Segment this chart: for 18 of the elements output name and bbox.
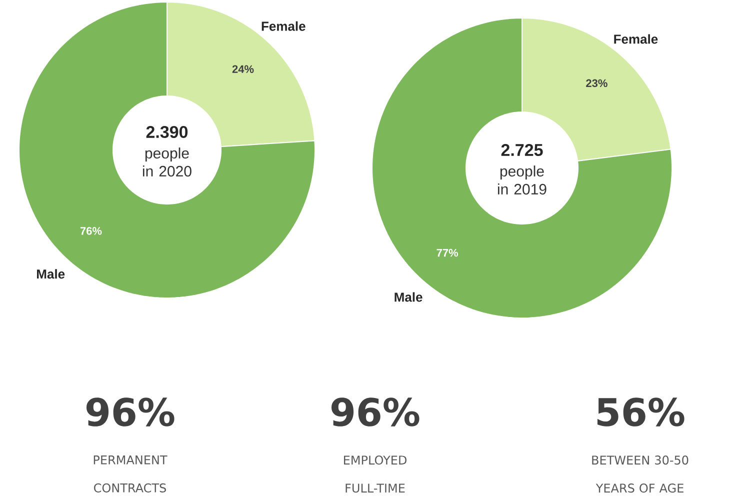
text: 96% [331,398,420,426]
text: 96% [86,398,174,426]
slice-label: Male [37,269,65,279]
slice-label: Male [394,292,422,302]
text: 2.390 [146,126,188,138]
slice-label: Female [262,21,306,31]
data-label: 76% [80,227,102,235]
data-label: 77% [436,248,458,257]
text: BETWEEN 30-50 YEARS OF AGE [592,456,688,493]
text: PERMANENT CONTRACTS [94,456,168,492]
text: 2.725 [501,144,543,156]
slice-label: Female [614,34,658,44]
data-label: 24% [232,65,254,73]
text: people in 2020 [142,148,192,177]
text: EMPLOYED FULL-TIME [344,456,406,493]
text: 56% [597,398,684,426]
text: people in 2019 [498,166,546,195]
data-label: 23% [586,79,608,88]
